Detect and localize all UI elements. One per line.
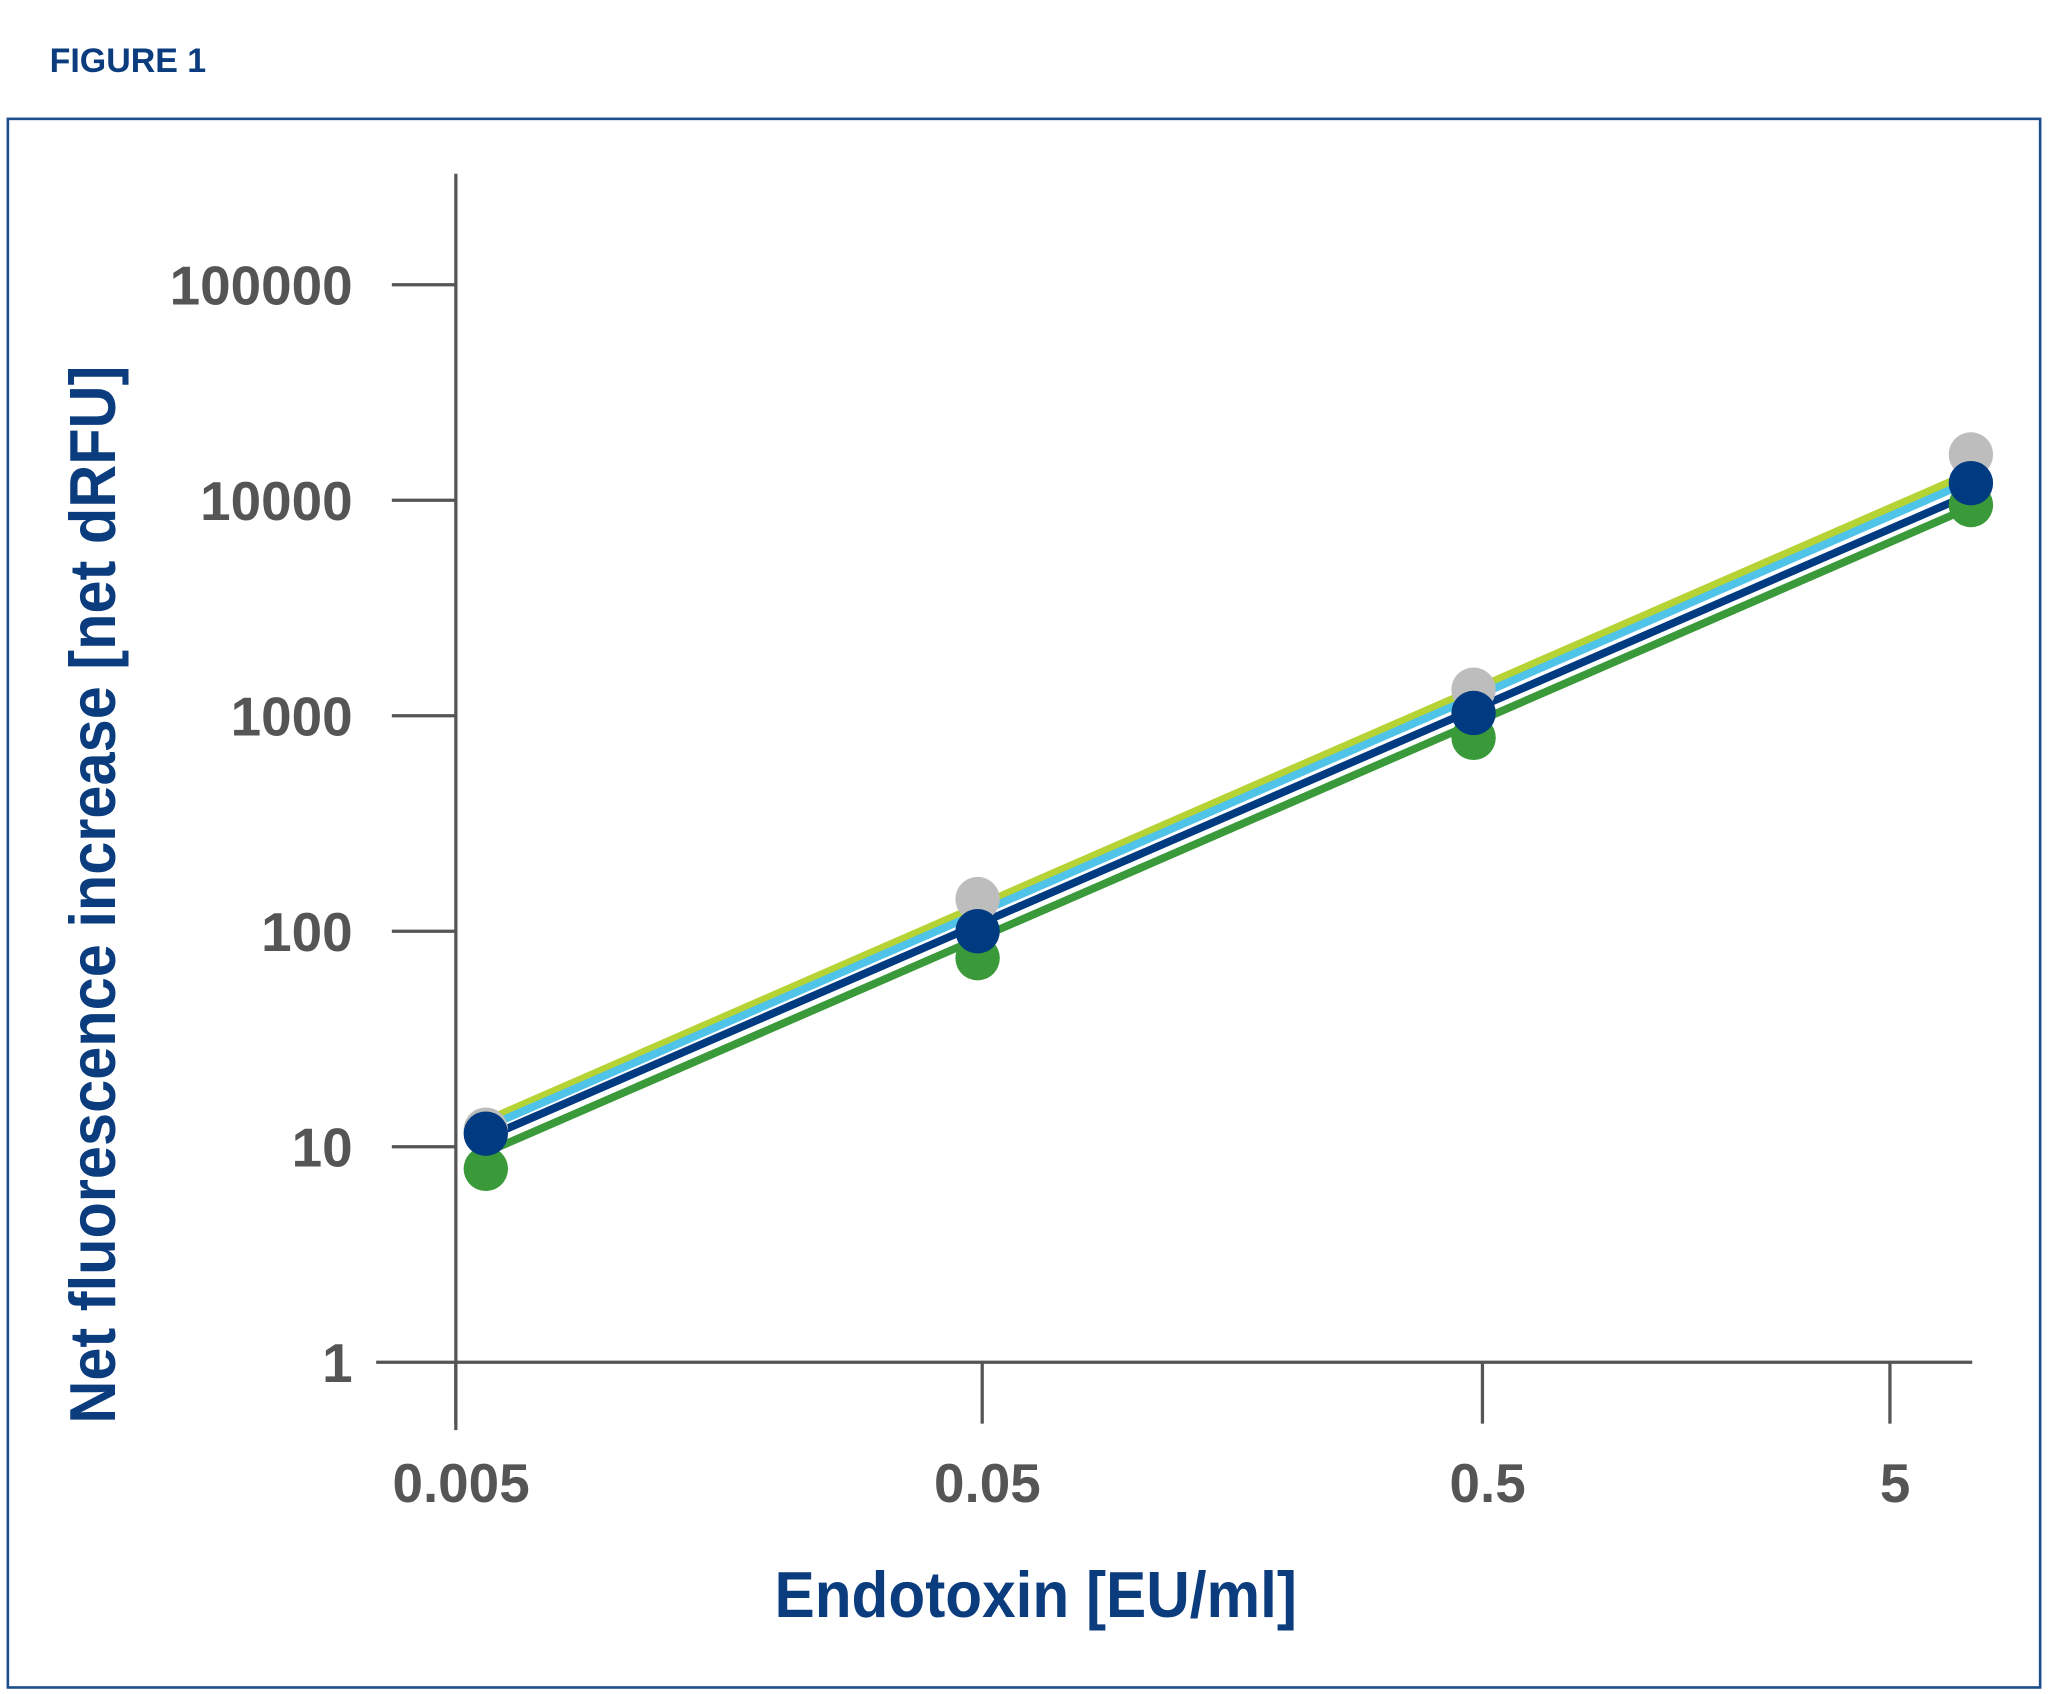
gray-point bbox=[955, 876, 1000, 922]
x-axis-title: Endotoxin [EU/ml] bbox=[775, 1558, 1297, 1631]
x-tick-label: 0.05 bbox=[934, 1452, 1041, 1514]
navy-point bbox=[1451, 690, 1496, 736]
y-tick-label: 1000 bbox=[231, 685, 353, 747]
fit-navy-line bbox=[484, 490, 1973, 1142]
x-tick-label: 0.005 bbox=[392, 1452, 529, 1514]
y-tick-label: 100 bbox=[261, 901, 353, 963]
navy-point bbox=[463, 1111, 509, 1156]
x-tick-label: 5 bbox=[1880, 1452, 1911, 1514]
green-point bbox=[463, 1146, 509, 1192]
navy-point bbox=[955, 909, 1000, 954]
fit-lime-line bbox=[484, 469, 1973, 1125]
y-tick-label: 100000 bbox=[170, 254, 353, 316]
y-tick-label: 10 bbox=[292, 1116, 353, 1178]
navy-point bbox=[1948, 460, 1994, 506]
figure-label: FIGURE 1 bbox=[50, 42, 207, 80]
fit-green-line bbox=[484, 503, 1973, 1157]
fit-lightblue-line bbox=[484, 477, 1973, 1131]
x-tick-label: 0.5 bbox=[1450, 1452, 1526, 1514]
figure-frame bbox=[6, 117, 2042, 1689]
y-tick-label: 1 bbox=[322, 1332, 353, 1394]
y-axis-title: Net fluorescence increase [net dRFU] bbox=[56, 366, 129, 1424]
y-tick-label: 10000 bbox=[200, 470, 353, 532]
